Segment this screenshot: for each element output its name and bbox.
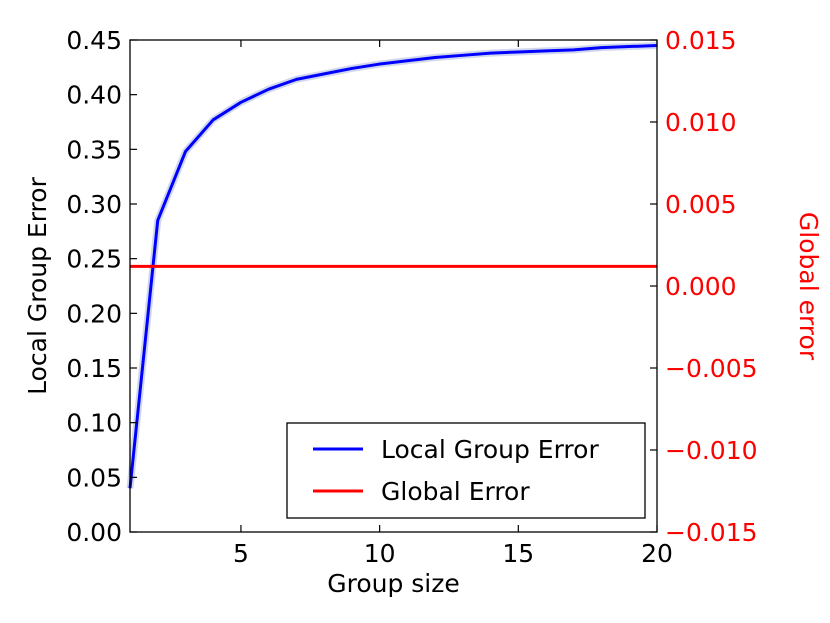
y2-tick-label: 0.010	[665, 108, 737, 137]
x-tick-label: 20	[641, 539, 673, 568]
y2-axis-label: Global error	[794, 212, 823, 361]
legend-label-global-error: Global Error	[381, 477, 530, 506]
y-tick-label: 0.15	[66, 354, 122, 383]
legend-label-local-group-error: Local Group Error	[381, 435, 599, 464]
y-axis-left: 0.00 0.05 0.10 0.15 0.20 0.25 0.30 0.35 0.40 0.45	[66, 26, 137, 547]
x-tick-label: 15	[502, 539, 534, 568]
y2-tick-label: 0.005	[665, 190, 737, 219]
y-tick-label: 0.20	[66, 299, 122, 328]
x-tick-label: 5	[233, 539, 249, 568]
y2-tick-label: 0.015	[665, 26, 737, 55]
series-layer	[126, 41, 658, 489]
y-axis-right: −0.015 −0.010 −0.005 0.000 0.005 0.010 0.015	[650, 26, 758, 547]
series-line-local-group-error	[128, 43, 658, 489]
legend-box	[286, 422, 646, 519]
y-tick-label: 0.40	[66, 81, 122, 110]
y2-tick-label: −0.010	[665, 436, 758, 465]
y-tick-label: 0.45	[66, 26, 122, 55]
y2-tick-label: −0.015	[665, 518, 758, 547]
x-tick-label: 10	[364, 539, 396, 568]
y2-tick-label: −0.005	[665, 354, 758, 383]
y-tick-label: 0.25	[66, 245, 122, 274]
y-tick-label: 0.05	[66, 463, 122, 492]
y-tick-label: 0.35	[66, 135, 122, 164]
x-axis: 5 10 15 20	[233, 40, 673, 568]
y-tick-label: 0.30	[66, 190, 122, 219]
y-tick-label: 0.10	[66, 409, 122, 438]
legend: Local Group Error Global Error	[286, 422, 646, 519]
x-axis-label: Group size	[327, 569, 460, 598]
y2-tick-label: 0.000	[665, 272, 737, 301]
y-tick-label: 0.00	[66, 518, 122, 547]
y-axis-label: Local Group Error	[23, 176, 52, 394]
